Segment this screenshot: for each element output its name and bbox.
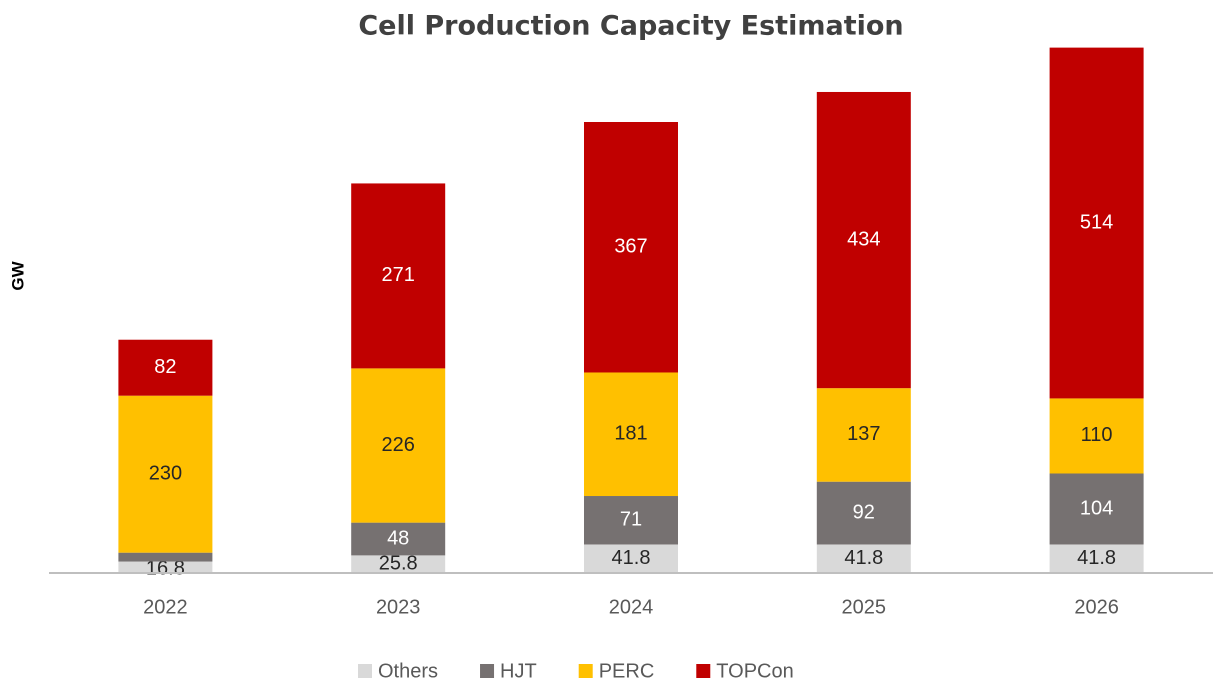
bar-segment [584,496,678,545]
x-tick-label: 2025 [842,596,887,618]
data-label: 92 [853,501,875,523]
x-tick-label: 2024 [609,596,654,618]
bar-segment [118,552,213,562]
data-label: 41.8 [1077,547,1116,569]
data-label: 230 [149,462,182,484]
bar-segment [816,544,911,573]
legend-swatch [480,664,495,678]
bar-segment [584,122,678,373]
bar-segment [118,561,213,573]
bar-segment [816,388,911,482]
legend-label: PERC [599,660,655,682]
bar-segment [118,395,213,553]
bar-segment [584,544,678,573]
data-label: 137 [847,423,880,445]
bar-segment [351,368,446,523]
data-label: 271 [382,264,415,286]
data-label: 104 [1080,497,1113,519]
x-tick-label: 2023 [376,596,421,618]
data-label: 82 [154,356,176,378]
legend-swatch [696,664,711,678]
data-label: 48 [387,527,409,549]
bar-segment [816,91,911,389]
bar-segment [816,481,911,545]
bar-segment [351,555,446,573]
legend-swatch [358,664,372,678]
bar-segment [351,183,446,369]
data-label: 41.8 [844,547,883,569]
legend-label: Others [378,660,438,682]
bar-segment [351,522,446,556]
bar-segment [1049,47,1144,399]
data-label: 71 [620,509,642,531]
data-label: 181 [614,423,647,445]
legend-swatch [578,664,593,678]
data-label: 367 [614,236,647,258]
legend-label: TOPCon [716,660,793,682]
y-axis-label: GW [8,260,27,290]
data-label: 226 [382,434,415,456]
bar-segment [584,372,678,497]
x-tick-label: 2026 [1074,596,1119,618]
data-label: 110 [1081,424,1113,446]
bar-segment [1049,398,1144,474]
bar-segment [1049,473,1144,545]
bar-segment [1049,544,1144,573]
data-label: 25.8 [379,552,418,574]
x-tick-label: 2022 [143,596,188,618]
data-label: 434 [847,228,880,250]
data-label: 41.8 [612,547,651,569]
data-label: 514 [1080,211,1113,233]
legend-label: HJT [500,660,537,682]
chart-title: Cell Production Capacity Estimation [358,11,903,42]
bar-segment [118,339,213,396]
